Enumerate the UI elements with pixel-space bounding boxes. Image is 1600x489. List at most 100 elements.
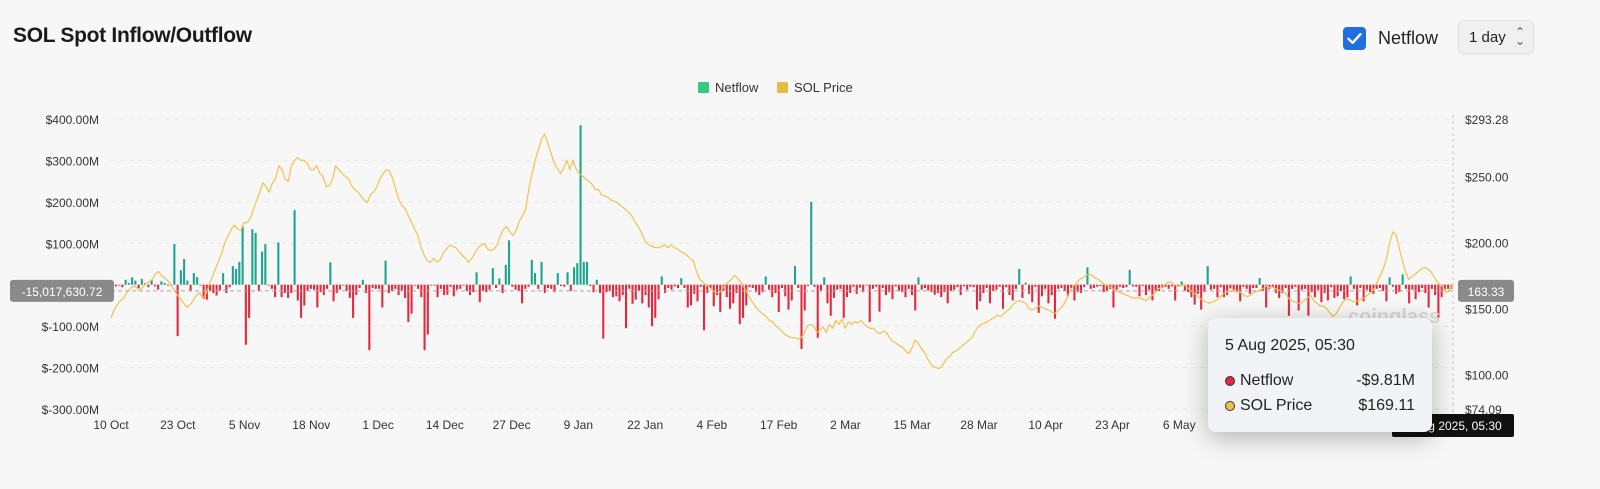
netflow-bar xyxy=(1401,274,1404,285)
netflow-bar xyxy=(1385,284,1388,302)
netflow-toggle-label[interactable]: Netflow xyxy=(1378,28,1439,48)
netflow-bar xyxy=(1365,284,1368,290)
crosshair-right-label-bg xyxy=(1458,279,1514,302)
netflow-bar xyxy=(166,284,169,286)
netflow-bar xyxy=(959,284,962,296)
netflow-bar xyxy=(1066,284,1069,297)
netflow-bar xyxy=(524,284,527,289)
netflow-bar xyxy=(436,284,439,298)
netflow-bar xyxy=(482,284,485,291)
netflow-bar xyxy=(1014,284,1017,289)
netflow-bar xyxy=(1281,284,1284,293)
netflow-bar xyxy=(277,242,280,285)
netflow-bar xyxy=(1011,284,1014,301)
netflow-bar xyxy=(1242,284,1245,287)
netflow-bar xyxy=(969,284,972,287)
netflow-bar xyxy=(517,284,520,291)
netflow-bar xyxy=(400,284,403,291)
tooltip-dot-sol-price xyxy=(1225,401,1235,411)
netflow-bar xyxy=(183,259,186,285)
netflow-bar xyxy=(1157,284,1160,291)
netflow-bar xyxy=(1222,284,1225,298)
netflow-bar xyxy=(413,284,416,286)
netflow-bar xyxy=(543,284,546,293)
netflow-bar xyxy=(1005,284,1008,288)
netflow-bar xyxy=(179,270,182,285)
netflow-bar xyxy=(728,284,732,309)
netflow-bar xyxy=(1291,284,1294,289)
netflow-bar xyxy=(1044,284,1047,289)
netflow-bar xyxy=(254,232,257,285)
netflow-bar xyxy=(1008,284,1011,296)
netflow-bar xyxy=(602,284,605,339)
legend-item-netflow[interactable]: Netflow xyxy=(698,80,758,95)
price-line xyxy=(110,133,1454,369)
netflow-bar xyxy=(407,284,410,322)
netflow-bar xyxy=(1421,284,1424,289)
netflow-bar xyxy=(1138,284,1141,297)
netflow-bar xyxy=(160,281,163,285)
netflow-bar xyxy=(199,284,202,286)
netflow-bar xyxy=(585,261,589,285)
netflow-bar xyxy=(235,268,238,285)
interval-select[interactable]: 1 day ⌃ ⌄ xyxy=(1458,20,1534,54)
netflow-bar xyxy=(793,266,797,285)
netflow-bar xyxy=(943,284,946,293)
netflow-bar xyxy=(738,284,741,325)
netflow-bar xyxy=(628,284,631,289)
netflow-bar xyxy=(1437,284,1440,318)
netflow-bar xyxy=(696,284,699,302)
netflow-bar xyxy=(1447,284,1450,289)
netflow-bar xyxy=(836,284,839,290)
netflow-bar xyxy=(764,276,767,285)
netflow-bar xyxy=(988,284,992,304)
netflow-bar xyxy=(852,284,855,287)
netflow-bar xyxy=(930,284,933,293)
netflow-bar xyxy=(1060,284,1063,289)
x-axis-tick-label: 10 Oct xyxy=(93,418,129,432)
netflow-bar xyxy=(495,284,498,289)
netflow-bar xyxy=(878,284,881,312)
x-axis-tick-label: 27 Dec xyxy=(493,418,531,432)
netflow-bar xyxy=(1112,284,1115,308)
netflow-bar xyxy=(1170,284,1173,287)
netflow-bar xyxy=(560,284,563,286)
netflow-bar xyxy=(222,273,225,285)
netflow-bar xyxy=(1284,284,1287,289)
netflow-bar xyxy=(1151,284,1154,301)
netflow-bar xyxy=(706,284,709,293)
checkmark-icon xyxy=(1347,33,1362,44)
netflow-bar xyxy=(306,284,309,291)
netflow-bar xyxy=(680,278,683,285)
netflow-bar xyxy=(592,284,595,293)
netflow-bar xyxy=(975,284,979,310)
netflow-bar xyxy=(1349,276,1352,285)
netflow-bar xyxy=(1424,284,1427,293)
netflow-bar xyxy=(478,284,481,303)
netflow-bar xyxy=(1333,284,1336,298)
netflow-bar xyxy=(1018,268,1021,285)
legend-item-sol-price[interactable]: SOL Price xyxy=(777,80,853,95)
netflow-bar xyxy=(1398,284,1401,293)
netflow-bar xyxy=(296,284,299,301)
netflow-checkbox[interactable] xyxy=(1343,27,1366,50)
netflow-bar xyxy=(956,284,959,288)
tooltip-title: 5 Aug 2025, 05:30 xyxy=(1225,337,1355,354)
legend-label-netflow: Netflow xyxy=(715,80,759,95)
netflow-bar xyxy=(1053,284,1056,319)
tooltip-value-netflow: -$9.81M xyxy=(1356,372,1415,389)
netflow-bar xyxy=(816,284,819,338)
x-axis-tick-label: 6 May xyxy=(1163,418,1196,432)
netflow-bar xyxy=(137,284,140,289)
netflow-bar xyxy=(1232,284,1235,290)
netflow-bar xyxy=(443,284,446,296)
netflow-bar xyxy=(1034,284,1037,287)
netflow-bar xyxy=(813,284,816,287)
netflow-bar xyxy=(758,284,761,296)
netflow-bar xyxy=(1278,284,1281,298)
crosshair-left-label-bg xyxy=(10,279,114,302)
netflow-bar xyxy=(339,284,342,290)
netflow-bar xyxy=(676,284,680,289)
legend-label-sol-price: SOL Price xyxy=(794,80,853,95)
